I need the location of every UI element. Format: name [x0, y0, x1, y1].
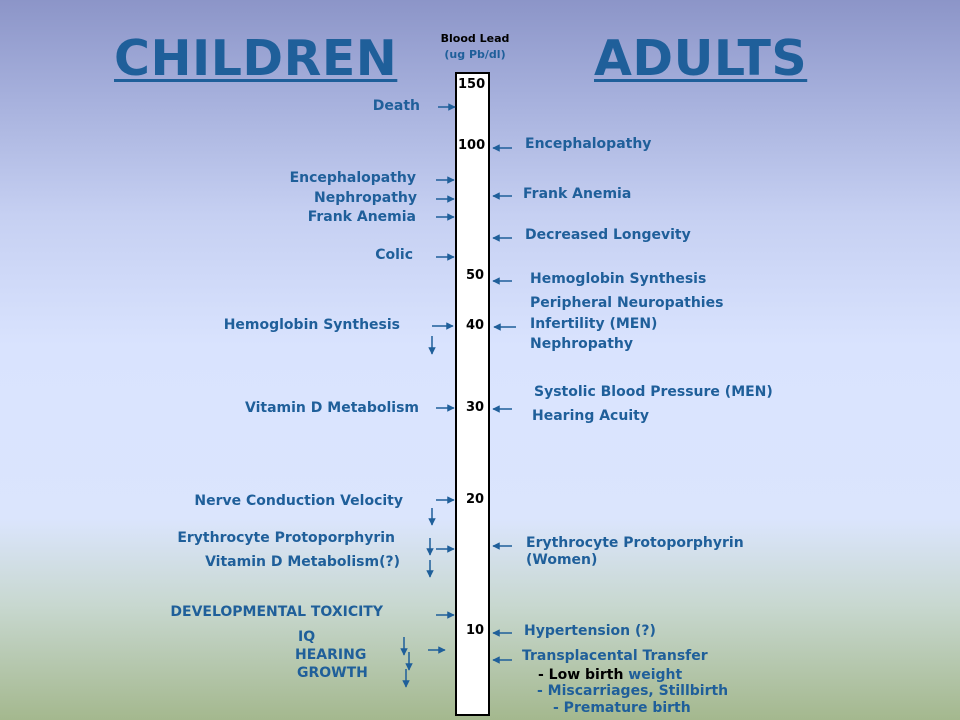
adult-low-birth-weight: - Low birth weight: [538, 667, 682, 683]
tick-100: 100: [458, 138, 486, 153]
blood-lead-scale-bar: [455, 72, 490, 716]
adults-title: ADULTS: [594, 30, 808, 87]
tick-50: 50: [466, 268, 485, 283]
adult-infertility-men: Infertility (MEN): [530, 316, 658, 332]
child-hemoglobin-synthesis: Hemoglobin Synthesis: [223, 317, 400, 333]
adult-miscarriages-stillbirth: - Miscarriages, Stillbirth: [537, 683, 729, 699]
child-iq: IQ: [298, 629, 316, 645]
child-nerve-conduction-velocity: Nerve Conduction Velocity: [194, 493, 403, 509]
adult-low-birth-prefix: - Low birth: [538, 667, 624, 683]
adult-peripheral-neuropathies: Peripheral Neuropathies: [530, 295, 724, 311]
child-erythrocyte-protoporphyrin: Erythrocyte Protoporphyrin: [177, 530, 395, 546]
adult-hypertension: Hypertension (?): [524, 623, 656, 639]
adult-hearing-acuity: Hearing Acuity: [532, 408, 649, 424]
child-developmental-toxicity: DEVELOPMENTAL TOXICITY: [170, 604, 383, 620]
adult-decreased-longevity: Decreased Longevity: [525, 227, 691, 243]
adult-hemoglobin-synthesis: Hemoglobin Synthesis: [530, 271, 707, 287]
child-nephropathy: Nephropathy: [314, 190, 417, 206]
children-title: CHILDREN: [114, 30, 398, 87]
tick-10: 10: [466, 623, 485, 638]
tick-40: 40: [466, 318, 485, 333]
child-growth: GROWTH: [297, 665, 368, 681]
child-frank-anemia: Frank Anemia: [307, 209, 416, 225]
child-vitamin-d-metabolism: Vitamin D Metabolism: [245, 400, 419, 416]
adult-transplacental-transfer: Transplacental Transfer: [522, 648, 708, 664]
adult-low-birth-suffix: weight: [628, 667, 683, 683]
scale-unit: (ug Pb/dl): [444, 48, 506, 61]
tick-150: 150: [458, 77, 486, 92]
tick-30: 30: [466, 400, 485, 415]
child-colic: Colic: [375, 247, 413, 263]
child-vitamin-d-metabolism-uncertain: Vitamin D Metabolism(?): [205, 554, 400, 570]
child-death: Death: [372, 98, 420, 114]
adult-premature-birth: - Premature birth: [553, 700, 691, 716]
tick-20: 20: [466, 492, 485, 507]
adult-nephropathy: Nephropathy: [530, 336, 633, 352]
adult-systolic-blood-pressure-men: Systolic Blood Pressure (MEN): [534, 384, 773, 400]
adult-erythrocyte-protoporphyrin: Erythrocyte Protoporphyrin: [526, 535, 744, 551]
scale-title: Blood Lead: [440, 32, 510, 45]
adult-erythrocyte-protoporphyrin-women: (Women): [526, 552, 598, 568]
adult-encephalopathy: Encephalopathy: [525, 136, 652, 152]
child-hearing: HEARING: [295, 647, 367, 663]
adult-frank-anemia: Frank Anemia: [523, 186, 632, 202]
child-encephalopathy: Encephalopathy: [289, 170, 416, 186]
